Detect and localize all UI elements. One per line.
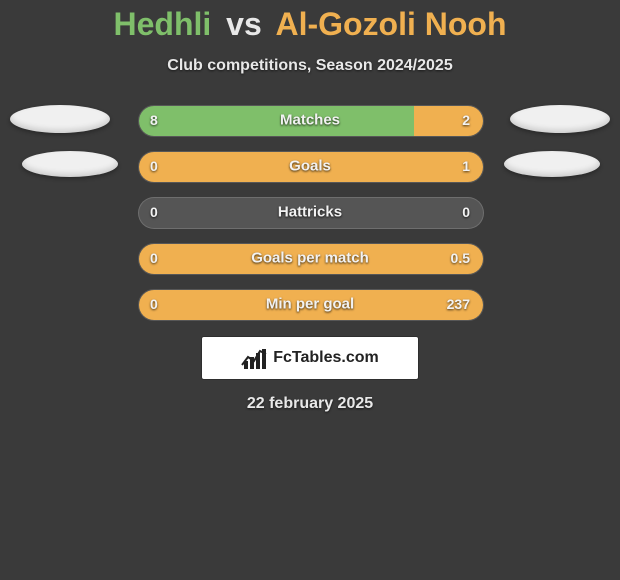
- bar-chart-icon: [241, 347, 267, 369]
- stat-label: Goals per match: [138, 250, 482, 267]
- date-text: 22 february 2025: [0, 395, 620, 413]
- stat-row-matches: 82Matches: [138, 105, 482, 135]
- stat-label: Goals: [138, 158, 482, 175]
- fctables-logo: FcTables.com: [202, 337, 418, 379]
- player1-name: Hedhli: [113, 6, 211, 42]
- stat-label: Matches: [138, 112, 482, 129]
- stat-row-min-per-goal: 0237Min per goal: [138, 289, 482, 319]
- logo-text: FcTables.com: [273, 349, 379, 367]
- avatar-right-2: [504, 151, 600, 177]
- subtitle: Club competitions, Season 2024/2025: [0, 57, 620, 75]
- comparison-title: Hedhli vs Al-Gozoli Nooh: [0, 0, 620, 43]
- stats-area: 82Matches 01Goals 00Hattricks 00.5Goals per…: [0, 105, 620, 319]
- stat-label: Hattricks: [138, 204, 482, 221]
- avatar-left-1: [10, 105, 110, 133]
- stat-row-goals-per-match: 00.5Goals per match: [138, 243, 482, 273]
- stat-row-hattricks: 00Hattricks: [138, 197, 482, 227]
- avatar-left-2: [22, 151, 118, 177]
- stat-row-goals: 01Goals: [138, 151, 482, 181]
- player2-name: Al-Gozoli Nooh: [275, 6, 506, 42]
- avatar-right-1: [510, 105, 610, 133]
- stat-label: Min per goal: [138, 296, 482, 313]
- vs-text: vs: [226, 6, 262, 42]
